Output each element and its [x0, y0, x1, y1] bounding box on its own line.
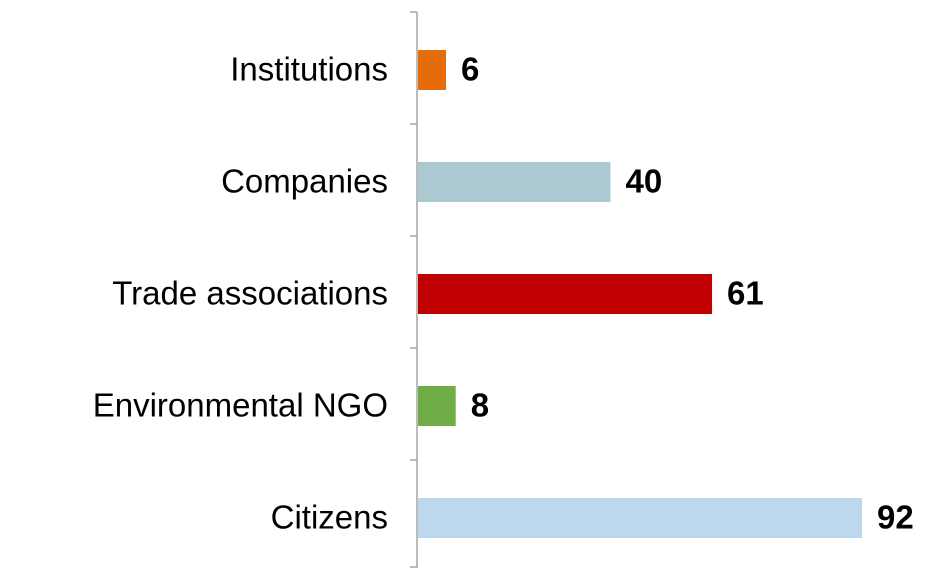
bar — [418, 498, 862, 538]
category-label: Institutions — [230, 51, 388, 88]
category-label: Environmental NGO — [93, 387, 388, 424]
category-label: Trade associations — [112, 275, 388, 312]
value-label: 6 — [461, 51, 479, 88]
category-label: Companies — [221, 163, 388, 200]
bar — [418, 50, 447, 90]
value-label: 92 — [877, 499, 914, 536]
value-label: 40 — [625, 163, 662, 200]
value-label: 8 — [471, 387, 489, 424]
value-label: 61 — [727, 275, 764, 312]
category-label: Citizens — [271, 499, 388, 536]
bar — [418, 386, 456, 426]
bar — [418, 162, 611, 202]
bar — [418, 274, 713, 314]
